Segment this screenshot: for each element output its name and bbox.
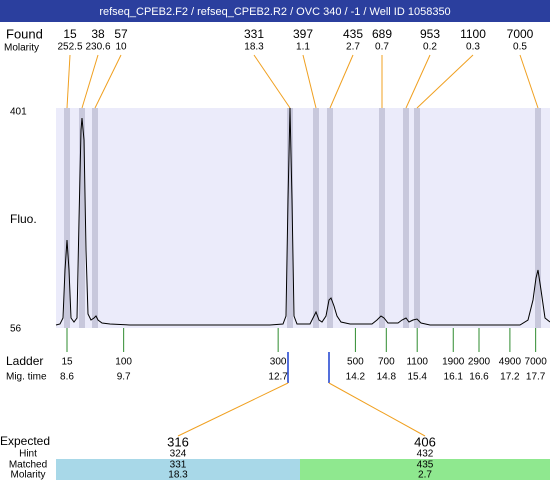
ladder-size: 100 <box>115 357 132 368</box>
ladder-size: 7000 <box>525 357 548 368</box>
mig-time: 14.8 <box>377 372 397 383</box>
molarity-label: Molarity <box>4 43 39 54</box>
mig-time: 17.2 <box>500 372 520 383</box>
found-molarity: 0.7 <box>375 42 389 53</box>
mig-time-label: Mig. time <box>6 372 47 383</box>
found-size: 953 <box>420 27 440 41</box>
peak-band <box>287 108 293 328</box>
expected-label: Expected <box>0 434 50 448</box>
mig-time: 16.6 <box>469 372 489 383</box>
peak-connector <box>94 54 122 109</box>
peak-connector <box>302 54 317 109</box>
y-min-label: 56 <box>10 324 22 335</box>
expected-connector <box>328 382 426 437</box>
matched-label: Matched <box>9 460 47 471</box>
found-size: 7000 <box>507 27 534 41</box>
peak-band <box>535 108 541 328</box>
mig-time: 17.7 <box>526 372 546 383</box>
ladder-size: 4900 <box>499 357 522 368</box>
expected-size: 406 <box>414 434 436 449</box>
plot-area <box>56 108 550 328</box>
mig-time: 15.4 <box>407 372 427 383</box>
peak-band <box>64 108 70 328</box>
matched-bg-right <box>300 459 550 480</box>
peak-connector <box>405 54 431 109</box>
found-size: 57 <box>114 27 128 41</box>
mig-time: 12.7 <box>268 372 288 383</box>
matched-bg-left <box>56 459 300 480</box>
title-bar <box>0 0 550 22</box>
matched-molarity: 2.7 <box>418 470 432 480</box>
peak-band <box>327 108 333 328</box>
found-size: 689 <box>372 27 392 41</box>
expected-size: 316 <box>167 434 189 449</box>
peak-connector <box>66 54 71 109</box>
peak-band <box>92 108 98 328</box>
found-molarity: 0.2 <box>423 42 437 53</box>
found-size: 1100 <box>460 27 486 41</box>
expected-molarity-label: Molarity <box>10 470 45 480</box>
peak-connector <box>519 54 539 109</box>
mig-time: 9.7 <box>117 372 131 383</box>
title: refseq_CPEB2.F2 / refseq_CPEB2.R2 / OVC … <box>99 6 450 18</box>
peak-band <box>379 108 385 328</box>
hint-label: Hint <box>19 449 37 460</box>
y-max-label: 401 <box>10 107 27 118</box>
found-size: 331 <box>244 27 264 41</box>
ladder-size: 1900 <box>442 357 465 368</box>
found-molarity: 0.3 <box>466 42 480 53</box>
peak-connector <box>329 54 354 109</box>
found-size: 15 <box>63 27 77 41</box>
found-molarity: 252.5 <box>57 42 82 53</box>
found-molarity: 230.6 <box>85 42 110 53</box>
ladder-size: 2900 <box>468 357 491 368</box>
found-molarity: 1.1 <box>296 42 310 53</box>
ladder-size: 300 <box>270 357 287 368</box>
found-molarity: 0.5 <box>513 42 527 53</box>
y-axis-label: Fluo. <box>10 212 37 226</box>
peak-band <box>79 108 85 328</box>
hint-size: 432 <box>417 449 434 460</box>
ladder-size: 500 <box>347 357 364 368</box>
mig-time: 16.1 <box>444 372 464 383</box>
found-molarity: 18.3 <box>244 42 264 53</box>
trace <box>55 107 550 326</box>
ladder-label: Ladder <box>6 354 43 368</box>
expected-connector <box>177 382 289 437</box>
peak-band <box>313 108 319 328</box>
found-size: 435 <box>343 27 363 41</box>
peak-connector <box>81 54 99 109</box>
mig-time: 8.6 <box>60 372 74 383</box>
ladder-size: 1100 <box>406 357 428 368</box>
found-label: Found <box>6 26 43 41</box>
matched-molarity: 18.3 <box>168 470 188 480</box>
peak-band <box>403 108 409 328</box>
found-molarity: 10 <box>115 42 127 53</box>
peak-connector <box>416 54 474 109</box>
matched-size: 435 <box>417 460 434 471</box>
mig-time: 14.2 <box>346 372 366 383</box>
found-molarity: 2.7 <box>346 42 360 53</box>
peak-connector <box>253 54 291 109</box>
ladder-size: 15 <box>61 357 73 368</box>
ladder-size: 700 <box>378 357 395 368</box>
found-size: 397 <box>293 27 313 41</box>
hint-size: 324 <box>170 449 187 460</box>
found-size: 38 <box>91 27 105 41</box>
peak-band <box>414 108 420 328</box>
matched-size: 331 <box>170 460 187 471</box>
